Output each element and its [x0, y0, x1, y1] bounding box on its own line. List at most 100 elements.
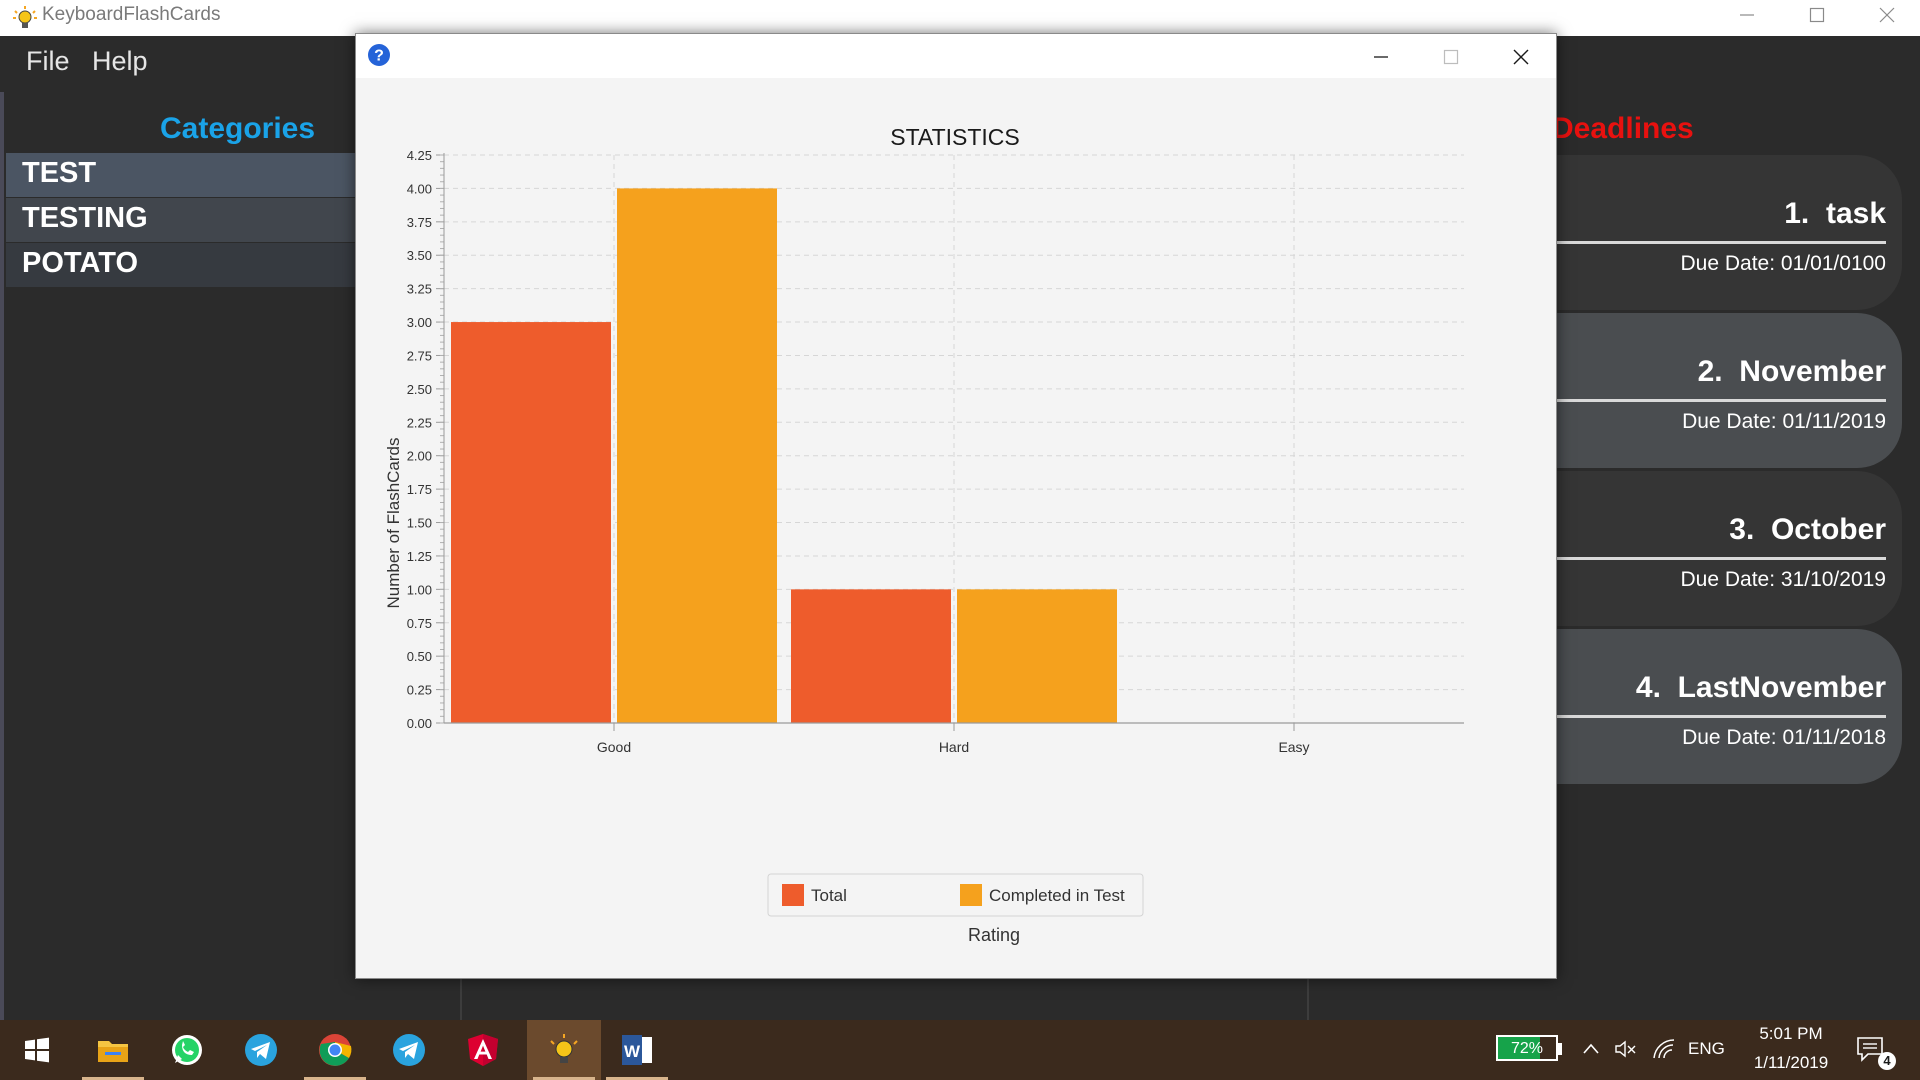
y-tick-label: 3.75 [407, 215, 432, 230]
y-tick-label: 2.50 [407, 382, 432, 397]
y-tick-label: 1.50 [407, 516, 432, 531]
x-tick-label: Hard [939, 739, 969, 755]
deadline-name: 2. November [1697, 355, 1886, 388]
menu-file[interactable]: File [26, 46, 70, 76]
y-axis-label: Number of FlashCards [384, 437, 403, 608]
telegram-icon [245, 1034, 277, 1066]
deadline-card[interactable]: 4. LastNovember Due Date: 01/11/2018 [1540, 629, 1902, 784]
taskbar-telegram[interactable] [224, 1020, 298, 1080]
taskbar-whatsapp[interactable] [150, 1020, 224, 1080]
battery-icon [1558, 1043, 1562, 1055]
x-tick-label: Easy [1278, 739, 1309, 755]
category-label: TEST [22, 157, 97, 189]
y-tick-label: 3.25 [407, 282, 432, 297]
maximize-button[interactable] [1782, 0, 1852, 30]
taskbar: W [0, 1020, 1920, 1080]
category-label: TESTING [22, 202, 148, 234]
y-tick-label: 0.50 [407, 649, 432, 664]
file-explorer-icon [98, 1041, 128, 1062]
category-label: POTATO [22, 247, 138, 279]
y-tick-label: 1.00 [407, 582, 432, 597]
whatsapp-icon [172, 1035, 202, 1065]
taskbar-file-explorer[interactable] [76, 1020, 150, 1080]
deadline-due-date: Due Date: 31/10/2019 [1680, 568, 1887, 591]
maximize-icon [1443, 49, 1459, 65]
chevron-up-icon[interactable] [1582, 1042, 1600, 1056]
close-button[interactable] [1852, 0, 1920, 30]
word-icon: W [622, 1035, 652, 1065]
battery-indicator[interactable]: 72% [1496, 1035, 1562, 1063]
taskbar-active-indicator [304, 1077, 366, 1080]
deadline-name: 4. LastNovember [1635, 671, 1886, 704]
legend-swatch [960, 884, 982, 906]
y-tick-label: 4.25 [407, 148, 432, 163]
deadline-divider [1556, 715, 1886, 718]
lightbulb-app-icon [13, 6, 37, 28]
chart-bar [957, 589, 1117, 723]
taskbar-telegram-2[interactable] [372, 1020, 446, 1080]
notification-count: 4 [1878, 1052, 1896, 1070]
speaker-muted-icon[interactable] [1614, 1039, 1638, 1059]
close-icon [1513, 49, 1529, 65]
taskbar-keyboardflashcards[interactable] [527, 1020, 601, 1080]
maximize-icon [1809, 7, 1825, 23]
taskbar-chrome[interactable] [298, 1020, 372, 1080]
y-tick-label: 2.75 [407, 348, 432, 363]
battery-percent: 72% [1510, 1040, 1544, 1057]
taskbar-active-indicator [533, 1077, 595, 1080]
left-panel-edge [0, 92, 4, 1020]
statistics-chart: 0.00 0.25 0.50 0.75 1.00 1.25 1.50 1.75 2.00 2.25… [384, 124, 1464, 945]
y-tick-label: 4.00 [407, 181, 432, 196]
deadline-card[interactable]: 3. October Due Date: 31/10/2019 [1540, 471, 1902, 626]
chart-bar [617, 188, 777, 724]
minimize-button[interactable] [1712, 0, 1782, 30]
deadlines-title: Deadlines [1552, 112, 1694, 145]
statistics-dialog: ? 0.00 0.25 0.50 0.75 1.00 1.25 1.50 1.75 2.00 2.… [355, 33, 1557, 979]
chart-bar [451, 322, 611, 723]
deadline-divider [1556, 557, 1886, 560]
taskbar-active-indicator [82, 1077, 144, 1080]
menu-help[interactable]: Help [92, 46, 148, 76]
y-tick-label: 2.00 [407, 449, 432, 464]
dialog-minimize-button[interactable] [1351, 38, 1411, 74]
svg-text:?: ? [374, 48, 384, 65]
deadline-due-date: Due Date: 01/11/2019 [1682, 410, 1886, 433]
legend-label: Total [811, 886, 847, 905]
clock-date[interactable]: 1/11/2019 [1753, 1053, 1829, 1072]
battery-frame [1496, 1035, 1558, 1061]
language-indicator[interactable]: ENG [1688, 1039, 1725, 1058]
lightbulb-app-icon [550, 1034, 578, 1063]
y-tick-label: 0.00 [407, 716, 432, 731]
deadline-name: 3. October [1729, 513, 1886, 546]
y-tick-label: 2.25 [407, 415, 432, 430]
dialog-title-bar: ? [356, 34, 1556, 78]
deadline-due-date: Due Date: 01/11/2018 [1682, 726, 1886, 749]
wifi-icon[interactable] [1652, 1038, 1676, 1060]
clock-time[interactable]: 5:01 PM [1759, 1024, 1823, 1043]
dialog-close-button[interactable] [1491, 38, 1551, 74]
taskbar-word[interactable]: W [600, 1020, 674, 1080]
chart-legend [767, 873, 1144, 917]
angular-icon [468, 1034, 498, 1066]
window-title-bar: KeyboardFlashCards [0, 0, 1920, 36]
taskbar-angular[interactable] [446, 1020, 520, 1080]
taskbar-active-indicator [606, 1077, 668, 1080]
svg-text:W: W [624, 1042, 641, 1061]
deadline-due-date: Due Date: 01/01/0100 [1680, 252, 1887, 275]
categories-title: Categories [160, 112, 316, 145]
dialog-maximize-button[interactable] [1421, 38, 1481, 74]
minimize-icon [1740, 14, 1754, 16]
deadline-divider [1556, 241, 1886, 244]
deadline-name: 1. task [1784, 197, 1886, 230]
battery-fill [1498, 1037, 1540, 1061]
notifications-icon[interactable] [1856, 1036, 1884, 1062]
x-tick-label: Good [597, 739, 631, 755]
deadline-card[interactable]: 1. task Due Date: 01/01/0100 [1540, 155, 1902, 310]
window-title: KeyboardFlashCards [42, 4, 221, 25]
start-button[interactable] [0, 1020, 74, 1080]
y-tick-label: 0.75 [407, 616, 432, 631]
deadline-card[interactable]: 2. November Due Date: 01/11/2019 [1540, 313, 1902, 468]
help-icon[interactable]: ? [367, 43, 391, 67]
y-tick-label: 3.50 [407, 248, 432, 263]
legend-swatch [782, 884, 804, 906]
